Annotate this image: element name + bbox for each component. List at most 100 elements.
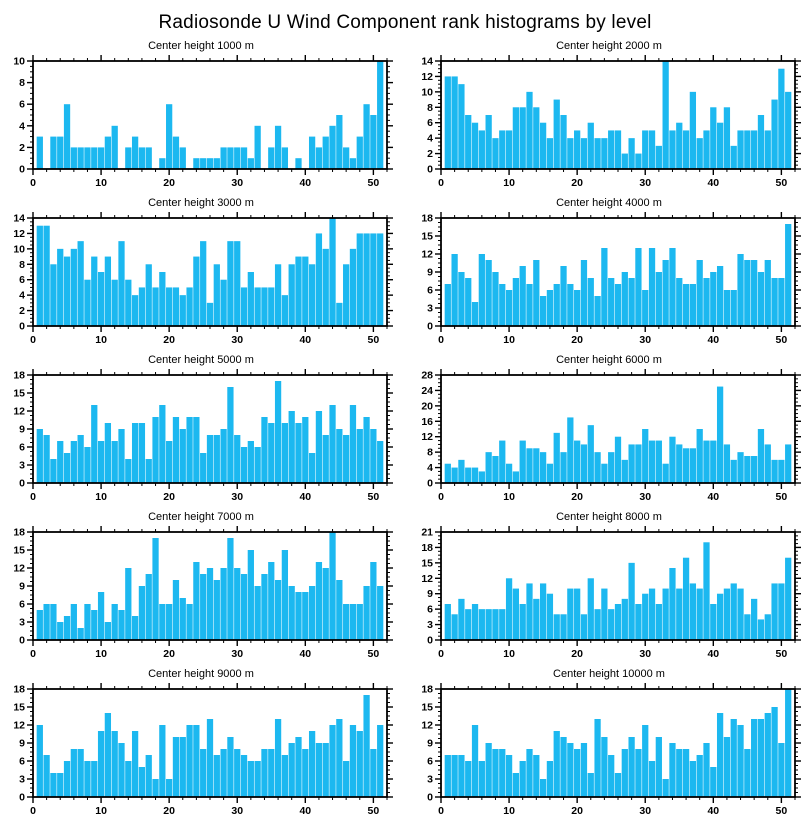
x-tick-label: 30 (639, 491, 651, 503)
histogram-svg: 0 10 20 30 40 50 0 2 4 6 8 10 12 14 (421, 55, 801, 189)
histogram-bar (519, 761, 526, 797)
panel-title: Center height 10000 m (553, 668, 665, 680)
histogram-bar (716, 122, 724, 169)
histogram-bar (343, 264, 350, 326)
histogram-bar (703, 440, 710, 483)
histogram-bar (240, 447, 248, 483)
histogram-bar (778, 278, 785, 326)
histogram-bar (587, 122, 594, 169)
histogram-bar (465, 278, 472, 326)
y-tick-label: 10 (13, 56, 25, 68)
histogram-bar (723, 444, 731, 483)
histogram-svg: 0 10 20 30 40 50 0 2 4 6 8 10 12 14 (13, 212, 393, 346)
histogram-bar (744, 749, 751, 797)
histogram-bar (505, 290, 513, 326)
histogram-bar (363, 104, 370, 169)
histogram-bar (125, 459, 132, 483)
histogram-bar (343, 147, 350, 169)
histogram-bar (716, 266, 724, 326)
histogram-bar (91, 256, 98, 326)
histogram-bar (560, 266, 567, 326)
histogram-bar (614, 284, 622, 326)
x-tick-label: 0 (438, 648, 444, 660)
y-tick-label: 14 (13, 213, 25, 225)
histogram-bar (240, 287, 248, 326)
histogram-bar (349, 405, 357, 483)
x-tick-label: 40 (299, 805, 311, 817)
y-tick-label: 3 (427, 303, 433, 315)
panel-title: Center height 7000 m (148, 511, 254, 523)
histogram-bar (635, 153, 642, 169)
histogram-bar (696, 755, 703, 797)
histogram-bar (785, 444, 792, 483)
panel-title: Center height 3000 m (148, 197, 254, 209)
histogram-bar (308, 136, 316, 169)
x-tick-label: 40 (707, 648, 719, 660)
histogram-bar (587, 773, 594, 797)
histogram-bar (444, 463, 451, 483)
histogram-bar (240, 574, 248, 640)
x-tick-label: 0 (30, 491, 36, 503)
histogram-bar (553, 731, 560, 797)
histogram-bar (751, 130, 758, 169)
histogram-bar (567, 417, 574, 483)
y-tick-label: 8 (19, 259, 25, 271)
histogram-bar (499, 749, 506, 797)
y-tick-label: 28 (421, 370, 433, 382)
y-tick-label: 0 (19, 321, 25, 333)
histogram-bar (567, 743, 574, 797)
histogram-bar (186, 417, 193, 483)
histogram-bar (159, 604, 166, 640)
histogram-bar (648, 440, 656, 483)
histogram-bar (91, 761, 98, 797)
histogram-bar (274, 719, 282, 797)
histogram-bar (512, 588, 520, 640)
histogram-bar (36, 725, 43, 797)
histogram-bar (84, 279, 91, 326)
histogram-bar (84, 447, 91, 483)
x-tick-label: 40 (299, 177, 311, 189)
histogram-bar (322, 136, 329, 169)
histogram-bar (723, 290, 731, 326)
histogram-bar (730, 459, 737, 483)
histogram-bar (302, 592, 309, 640)
plot-frame (440, 60, 796, 170)
histogram-bar (478, 609, 485, 640)
histogram-bar (492, 749, 499, 797)
y-tick-label: 0 (19, 478, 25, 490)
histogram-bar (329, 725, 336, 797)
y-tick-label: 0 (427, 478, 433, 490)
histogram-bar (111, 279, 118, 326)
y-tick-label: 6 (427, 756, 433, 768)
histogram-bar (621, 598, 628, 640)
histogram-bar (50, 604, 57, 640)
histogram-bar (343, 604, 350, 640)
histogram-bar (723, 737, 731, 797)
histogram-bar (560, 452, 567, 483)
histogram-bar (730, 145, 737, 169)
histogram-bar (689, 284, 697, 326)
plot-frame (440, 688, 796, 798)
x-tick-label: 30 (231, 491, 243, 503)
histogram-bar (778, 743, 785, 797)
histogram-bar (465, 115, 472, 169)
histogram-bar (601, 138, 608, 169)
histogram-bar (138, 287, 146, 326)
histogram-bar (261, 574, 268, 640)
histogram-bar (91, 610, 98, 640)
histogram-bar (336, 719, 343, 797)
histogram-bar (138, 423, 146, 483)
histogram-bar (247, 441, 254, 483)
histogram-bar (764, 260, 771, 326)
histogram-bar (764, 130, 771, 169)
histogram-bar (57, 248, 64, 326)
histogram-bar (220, 568, 227, 640)
y-tick-label: 2 (19, 142, 25, 154)
histogram-bar (206, 158, 214, 169)
panel-title: Center height 1000 m (148, 40, 254, 52)
histogram-bar (594, 609, 601, 640)
histogram-bar (553, 284, 560, 326)
histogram-bar (268, 287, 275, 326)
histogram-svg: 0 10 20 30 40 50 0 3 6 9 12 15 18 (13, 369, 393, 503)
panel-3000m: Center height 3000 m 0 10 20 30 40 50 0 2 4 6 8 10 1… (2, 197, 400, 352)
